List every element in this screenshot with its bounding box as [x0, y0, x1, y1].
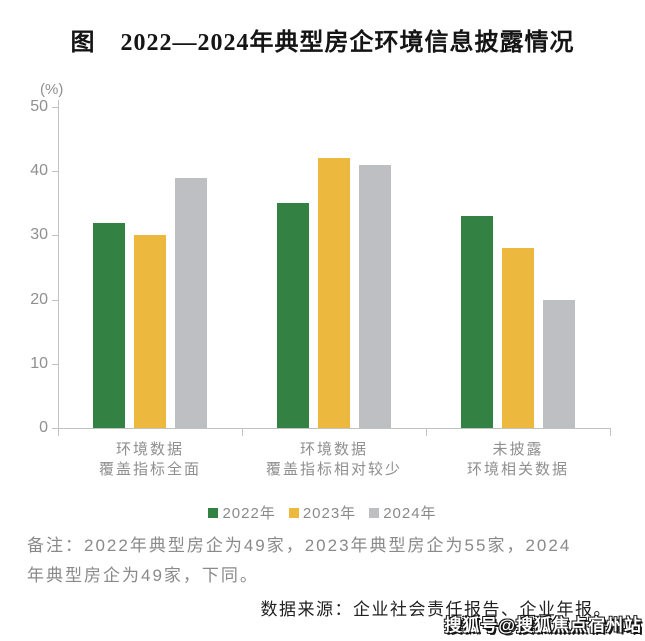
bar: [318, 158, 350, 428]
legend-swatch: [288, 507, 299, 518]
bar: [134, 235, 166, 428]
x-axis-category-line: 覆盖指标相对较少: [265, 461, 402, 478]
bar: [543, 299, 575, 428]
data-source-text: 数据来源：企业社会责任报告、企业年报。: [260, 600, 612, 619]
bar: [93, 222, 125, 428]
legend-label: 2024年: [383, 505, 437, 522]
chart-title: 图 2022—2024年典型房企环境信息披露情况: [70, 30, 575, 56]
x-axis-tick: [58, 429, 59, 436]
bar: [175, 177, 207, 428]
y-axis-tick-label: 0: [39, 419, 48, 436]
bar: [359, 164, 391, 428]
bar: [277, 203, 309, 428]
y-axis-line: [58, 100, 59, 429]
y-axis-tick: [52, 299, 58, 301]
x-axis-category-label: 未披露 环境相关数据: [408, 440, 628, 480]
watermark-text: 搜狐号@搜狐焦点宿州站: [444, 616, 642, 635]
y-axis-tick: [52, 107, 58, 108]
y-axis-tick: [52, 171, 58, 173]
x-axis-category-label: 环境数据覆盖指标相对较少: [224, 440, 444, 480]
legend-item: 2023年: [288, 502, 357, 523]
legend-label: 2022年: [222, 505, 276, 522]
legend-swatch: [369, 507, 380, 518]
y-axis-tick: [52, 428, 58, 429]
x-axis-category-line: 环境数据: [299, 441, 368, 458]
x-axis-category-line: 环境相关数据: [466, 461, 569, 478]
y-axis-tick: [52, 363, 58, 365]
legend-item: 2022年: [208, 502, 275, 523]
y-axis-tick-label: 30: [30, 226, 48, 244]
chart-legend: 2022年 2023年 2024年: [0, 502, 645, 523]
x-axis-line: [58, 428, 611, 429]
note-line-1: 备注：2022年典型房企为49家，2023年典型房企为55家，2024: [27, 536, 572, 555]
y-axis-unit-label: (%): [40, 81, 64, 98]
bar: [502, 248, 534, 428]
bar: [461, 216, 493, 428]
x-axis-category-line: 环境数据: [115, 441, 184, 458]
legend-label: 2023年: [302, 505, 357, 522]
legend-swatch: [208, 507, 219, 518]
y-axis-tick: [52, 235, 58, 237]
y-axis-tick-label: 10: [30, 354, 48, 372]
y-axis-tick-label: 50: [30, 98, 48, 115]
x-axis-category-line: 未披露: [492, 441, 544, 458]
x-axis-tick: [242, 429, 243, 436]
y-axis-tick-label: 20: [30, 290, 48, 308]
legend-item: 2024年: [369, 502, 436, 523]
x-axis-category-label: 环境数据覆盖指标全面: [40, 440, 260, 480]
x-axis-tick: [610, 429, 611, 436]
x-axis-tick: [426, 429, 427, 436]
chart-note: 备注：2022年典型房企为49家，2023年典型房企为55家，2024 年典型房…: [27, 531, 627, 591]
y-axis-tick-label: 40: [30, 162, 48, 180]
x-axis-category-line: 覆盖指标全面: [98, 461, 201, 478]
note-line-2: 年典型房企为49家，下同。: [27, 566, 259, 585]
